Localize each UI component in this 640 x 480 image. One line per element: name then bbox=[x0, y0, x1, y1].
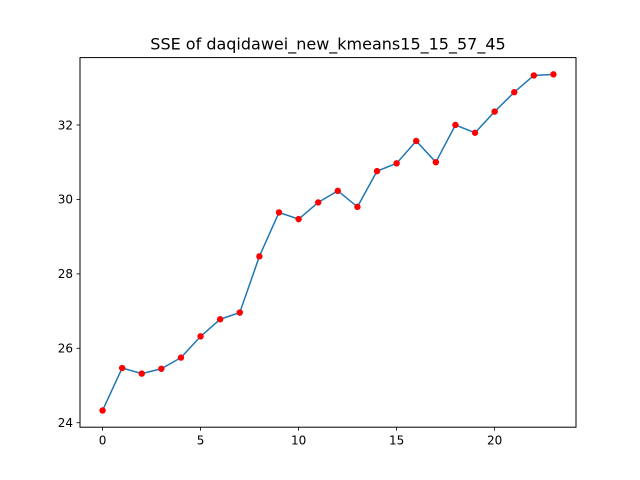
y-tick-label: 32 bbox=[58, 118, 73, 132]
y-axis-ticks: 24 26 28 30 32 bbox=[58, 118, 80, 430]
x-tick-label: 20 bbox=[487, 434, 502, 448]
y-tick-label: 24 bbox=[58, 416, 73, 430]
data-point bbox=[295, 215, 302, 223]
plot-series bbox=[99, 71, 557, 414]
data-point bbox=[354, 203, 361, 211]
data-point bbox=[138, 370, 145, 377]
data-point bbox=[158, 365, 165, 372]
chart-title: SSE of daqidawei_new_kmeans15_15_57_45 bbox=[150, 35, 505, 55]
y-tick-label: 26 bbox=[58, 342, 73, 356]
x-tick-label: 0 bbox=[99, 434, 107, 448]
y-tick-label: 30 bbox=[58, 193, 73, 207]
data-point bbox=[99, 407, 106, 414]
data-point bbox=[550, 71, 557, 78]
data-point bbox=[275, 209, 283, 216]
data-point bbox=[197, 333, 204, 340]
y-tick-label: 28 bbox=[58, 267, 73, 281]
data-point bbox=[118, 364, 126, 372]
data-point bbox=[530, 72, 538, 79]
data-point bbox=[413, 137, 420, 145]
series-line bbox=[101, 73, 554, 411]
data-point bbox=[236, 309, 243, 316]
data-point bbox=[334, 187, 342, 195]
data-point bbox=[373, 167, 381, 175]
data-point bbox=[491, 108, 498, 115]
data-point bbox=[393, 160, 400, 167]
data-point bbox=[511, 89, 518, 96]
data-point bbox=[256, 253, 263, 260]
data-point bbox=[452, 121, 459, 129]
x-tick-label: 5 bbox=[197, 434, 205, 448]
data-point bbox=[177, 354, 185, 361]
x-axis-ticks: 0 5 10 15 20 bbox=[99, 427, 502, 448]
x-tick-label: 15 bbox=[389, 434, 404, 448]
plot-frame bbox=[79, 57, 577, 428]
data-point bbox=[314, 199, 322, 206]
x-tick-label: 10 bbox=[291, 434, 306, 448]
data-point bbox=[432, 158, 440, 166]
data-point bbox=[216, 316, 224, 323]
data-point bbox=[471, 129, 479, 136]
